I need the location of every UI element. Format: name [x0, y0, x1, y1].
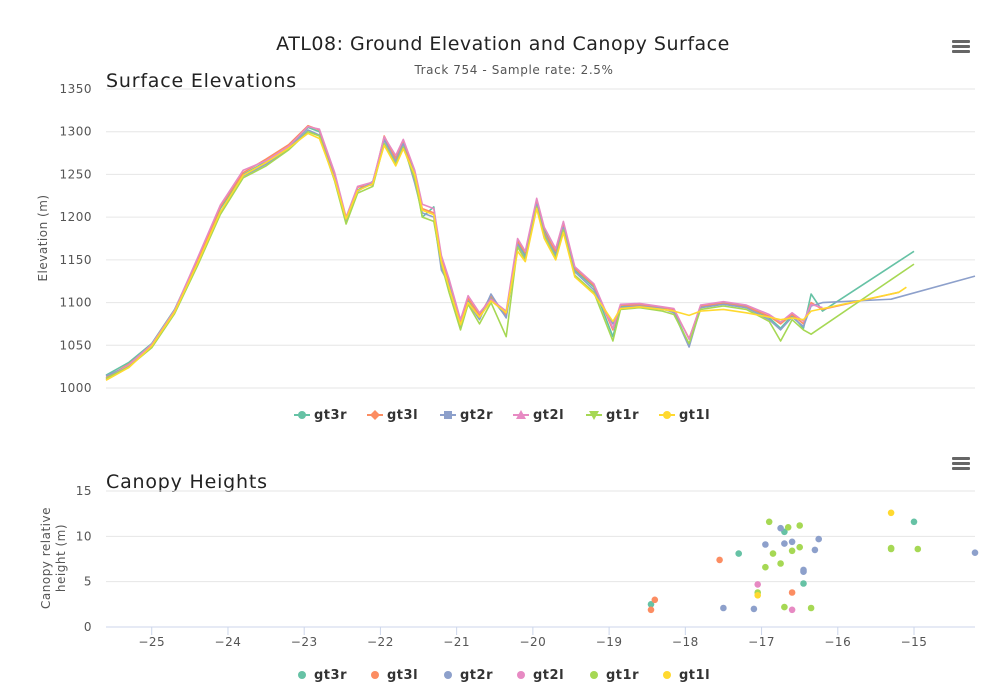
scatter-point-gt1r [781, 603, 788, 611]
chart-title: ATL08: Ground Elevation and Canopy Surfa… [276, 33, 730, 55]
elevation-y-tick-label: 1300 [59, 125, 92, 139]
legend-marker-gt3l [370, 410, 380, 420]
scatter-point-gt2l [754, 581, 761, 588]
hamburger-icon [952, 40, 970, 43]
legend-marker-gt1l [663, 671, 671, 679]
scatter-point-gt3l [716, 556, 723, 564]
scatter-point-gt2r [750, 605, 758, 613]
scatter-point-gt2r [971, 549, 979, 556]
canopy-x-tick-label: −18 [672, 635, 699, 649]
elevation-panel-title: Surface Elevations [106, 70, 297, 92]
scatter-point-gt2r [720, 604, 727, 612]
legend-label-gt2r[interactable]: gt2r [460, 668, 493, 683]
legend-label-gt2r[interactable]: gt2r [460, 408, 493, 423]
scatter-point-gt2r [762, 541, 769, 548]
scatter-point-gt1r [887, 544, 895, 552]
scatter-point-gt3r [735, 550, 742, 557]
canopy-chart-menu-button[interactable] [952, 457, 970, 471]
scatter-point-gt3r [647, 601, 655, 608]
elevation-y-tick-label: 1200 [59, 210, 92, 224]
legend-marker-gt3r [298, 411, 306, 419]
elevation-y-tick-label: 1250 [59, 167, 92, 181]
canopy-y-tick-label: 5 [84, 575, 92, 589]
canopy-x-tick-label: −21 [443, 635, 470, 649]
elevation-y-tick-label: 1150 [59, 253, 92, 267]
canopy-y-axis-label-line2: height (m) [54, 524, 68, 592]
legend-label-gt2l[interactable]: gt2l [533, 668, 564, 683]
elevation-y-tick-label: 1050 [59, 338, 92, 352]
scatter-point-gt2r [815, 535, 822, 543]
canopy-x-tick-label: −15 [901, 635, 928, 649]
legend-marker-gt1r [589, 411, 599, 420]
legend-marker-gt1l [663, 411, 671, 419]
scatter-point-gt3l [788, 589, 796, 596]
canopy-x-tick-label: −25 [138, 635, 165, 649]
legend-label-gt3l[interactable]: gt3l [387, 408, 418, 423]
canopy-x-tick-label: −20 [519, 635, 546, 649]
scatter-point-gt1r [914, 545, 922, 553]
series-line-gt2l [105, 125, 823, 381]
scatter-point-gt3r [800, 580, 807, 587]
scatter-point-gt1r [788, 547, 796, 555]
series-line-gt1r [105, 130, 915, 380]
elevation-y-tick-label: 1100 [59, 296, 92, 310]
scatter-point-gt1r [796, 543, 803, 551]
scatter-point-gt3l [647, 606, 655, 614]
elevation-y-tick-label: 1350 [59, 82, 92, 96]
series-line-gt2r [105, 129, 976, 377]
legend-marker-gt3r [298, 671, 306, 679]
legend-marker-gt1r [590, 671, 598, 679]
legend-label-gt2l[interactable]: gt2l [533, 408, 564, 423]
elevation-chart-menu-button[interactable] [952, 40, 970, 54]
legend-marker-gt2r [444, 411, 452, 419]
hamburger-icon [952, 457, 970, 460]
scatter-point-gt1r [777, 560, 784, 567]
scatter-point-gt1r [784, 524, 792, 531]
legend-label-gt3r[interactable]: gt3r [314, 668, 347, 683]
canopy-y-tick-label: 15 [76, 484, 92, 498]
legend-label-gt3l[interactable]: gt3l [387, 668, 418, 683]
scatter-point-gt1r [765, 518, 773, 526]
scatter-point-gt1r [769, 550, 777, 557]
scatter-point-gt2r [811, 546, 819, 554]
scatter-point-gt1r [807, 604, 815, 612]
canopy-x-tick-label: −24 [215, 635, 242, 649]
legend-marker-gt2r [444, 671, 452, 679]
legend-label-gt3r[interactable]: gt3r [314, 408, 347, 423]
canopy-y-tick-label: 0 [84, 620, 92, 634]
scatter-point-gt1r [762, 563, 769, 571]
canopy-x-tick-label: −23 [291, 635, 318, 649]
legend-marker-gt2l [516, 410, 526, 419]
canopy-x-tick-label: −16 [824, 635, 851, 649]
canopy-x-tick-label: −19 [596, 635, 623, 649]
elevation-y-tick-label: 1000 [59, 381, 92, 395]
scatter-point-gt3l [651, 596, 659, 604]
canopy-x-tick-label: −22 [367, 635, 394, 649]
canopy-y-axis-label-line1: Canopy relative [39, 507, 53, 609]
legend-label-gt1l[interactable]: gt1l [679, 668, 710, 683]
legend-label-gt1l[interactable]: gt1l [679, 408, 710, 423]
canopy-x-tick-label: −17 [748, 635, 775, 649]
legend-label-gt1r[interactable]: gt1r [606, 668, 639, 683]
scatter-point-gt1l [754, 592, 761, 599]
legend-marker-gt2l [517, 671, 525, 679]
legend-label-gt1r[interactable]: gt1r [606, 408, 639, 423]
series-line-gt1l [105, 132, 907, 381]
canopy-panel-title: Canopy Heights [106, 471, 268, 493]
scatter-point-gt1r [796, 522, 803, 529]
scatter-point-gt2r [788, 538, 796, 546]
scatter-point-gt2r [800, 568, 807, 575]
legend-marker-gt3l [371, 671, 379, 679]
scatter-point-gt2l [788, 606, 796, 614]
scatter-point-gt2r [781, 540, 788, 547]
series-line-gt3r [105, 126, 915, 376]
scatter-point-gt2r [777, 524, 784, 532]
elevation-y-axis-label: Elevation (m) [36, 194, 50, 281]
chart-subtitle: Track 754 - Sample rate: 2.5% [413, 63, 613, 77]
canopy-y-tick-label: 10 [76, 529, 92, 543]
scatter-point-gt1l [887, 509, 895, 517]
scatter-point-gt3r [910, 518, 918, 526]
